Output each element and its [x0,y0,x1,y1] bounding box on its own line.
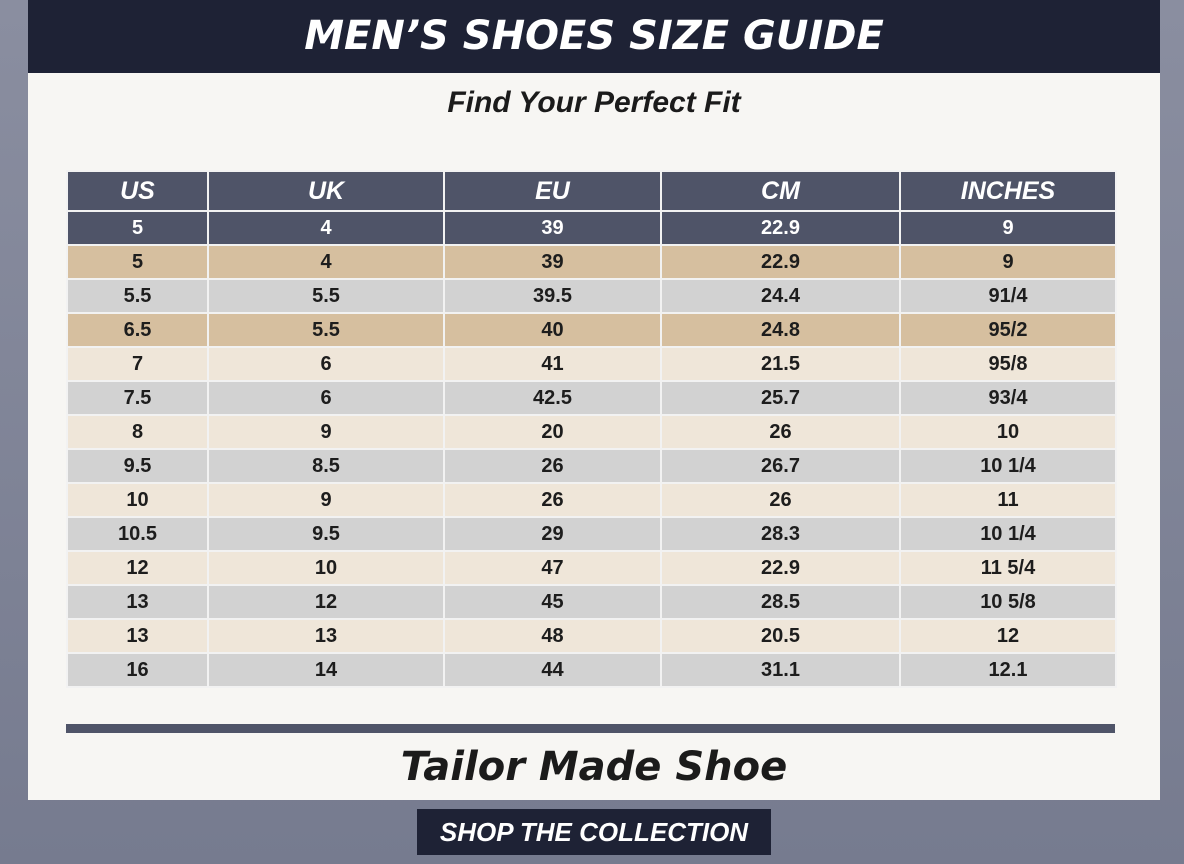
table-cell: 12 [899,618,1117,654]
table-row: 12 10 47 22.9 11 5/4 [66,550,1117,586]
table-cell: 5 [66,210,209,246]
brand: Tailor Made Shoe [400,744,788,790]
table-row: 7 6 41 21.5 95/8 [66,346,1117,382]
table-row: 5 4 39 22.9 9 [66,244,1117,280]
table-cell: 22.9 [660,244,901,280]
header-row: US UK EU CM INCHES [66,170,1117,212]
table-cell: 39 [443,210,662,246]
table-cell: 24.4 [660,278,901,314]
table-cell: 10 5/8 [899,584,1117,620]
table-cell: 5.5 [207,312,445,348]
table-cell: 21.5 [660,346,901,382]
table-cell: 10 [899,414,1117,450]
table-cell: 24.8 [660,312,901,348]
table-cell: 5 [66,244,209,280]
table-cell: 9 [207,482,445,518]
title: MEN’S SHOES SIZE GUIDE [28,0,1160,73]
table-cell: 44 [443,652,662,688]
table-cell: 41 [443,346,662,382]
table-cell: 42.5 [443,380,662,416]
table-cell: 9 [899,210,1117,246]
table-cell: 12.1 [899,652,1117,688]
table-cell: 14 [207,652,445,688]
table-cell: 10 1/4 [899,448,1117,484]
column-header: US [66,170,209,212]
table-row: 6.5 5.5 40 24.8 95/2 [66,312,1117,348]
table-row: 7.5 6 42.5 25.7 93/4 [66,380,1117,416]
table-cell: 93/4 [899,380,1117,416]
table-cell: 29 [443,516,662,552]
table-cell: 39.5 [443,278,662,314]
table-cell: 9.5 [207,516,445,552]
table-cell: 5.5 [66,278,209,314]
table-cell: 6.5 [66,312,209,348]
table-cell: 11 [899,482,1117,518]
table-cell: 9 [899,244,1117,280]
table-cell: 20 [443,414,662,450]
shop-button[interactable]: SHOP THE COLLECTION [417,809,771,855]
divider [66,724,1115,733]
table-cell: 6 [207,346,445,382]
panel: MEN’S SHOES SIZE GUIDE Find Your Perfect… [28,0,1160,800]
table-cell: 13 [66,618,209,654]
table-cell: 91/4 [899,278,1117,314]
table-cell: 48 [443,618,662,654]
table-row: 5 4 39 22.9 9 [66,210,1117,246]
column-header: EU [443,170,662,212]
table-cell: 39 [443,244,662,280]
table-cell: 12 [66,550,209,586]
table-cell: 25.7 [660,380,901,416]
table-cell: 10.5 [66,516,209,552]
table-cell: 7 [66,346,209,382]
column-header: INCHES [899,170,1117,212]
table-cell: 9 [207,414,445,450]
table-row: 13 12 45 28.5 10 5/8 [66,584,1117,620]
column-header: CM [660,170,901,212]
table-cell: 16 [66,652,209,688]
table-cell: 8 [66,414,209,450]
table-cell: 95/8 [899,346,1117,382]
table-cell: 28.3 [660,516,901,552]
subtitle: Find Your Perfect Fit [447,86,741,119]
table-cell: 22.9 [660,550,901,586]
table-cell: 6 [207,380,445,416]
table-row: 13 13 48 20.5 12 [66,618,1117,654]
size-table: US UK EU CM INCHES 5 4 39 22.9 9 5 4 39 22.9 9 5.5 5.5 3… [66,170,1117,688]
table-row: 9.5 8.5 26 26.7 10 1/4 [66,448,1117,484]
table-cell: 11 5/4 [899,550,1117,586]
table-cell: 5.5 [207,278,445,314]
table-cell: 45 [443,584,662,620]
table-cell: 9.5 [66,448,209,484]
table-row: 10 9 26 26 11 [66,482,1117,518]
table-cell: 26 [443,482,662,518]
table-cell: 26 [660,482,901,518]
table-cell: 4 [207,210,445,246]
table-cell: 26 [443,448,662,484]
table-cell: 12 [207,584,445,620]
table-cell: 47 [443,550,662,586]
table-row: 10.5 9.5 29 28.3 10 1/4 [66,516,1117,552]
table-cell: 95/2 [899,312,1117,348]
table-cell: 20.5 [660,618,901,654]
table-cell: 10 1/4 [899,516,1117,552]
table-row: 16 14 44 31.1 12.1 [66,652,1117,688]
table-cell: 13 [207,618,445,654]
table-cell: 13 [66,584,209,620]
table-body: 5 4 39 22.9 9 5 4 39 22.9 9 5.5 5.5 39.5 24.4 91/4 6.5 5… [66,210,1117,688]
column-header: UK [207,170,445,212]
table-cell: 26 [660,414,901,450]
table-cell: 40 [443,312,662,348]
table-cell: 7.5 [66,380,209,416]
table-cell: 22.9 [660,210,901,246]
table-row: 8 9 20 26 10 [66,414,1117,450]
table-cell: 8.5 [207,448,445,484]
table-cell: 10 [66,482,209,518]
table-cell: 10 [207,550,445,586]
table-cell: 26.7 [660,448,901,484]
table-cell: 28.5 [660,584,901,620]
table-cell: 31.1 [660,652,901,688]
table-row: 5.5 5.5 39.5 24.4 91/4 [66,278,1117,314]
table-cell: 4 [207,244,445,280]
